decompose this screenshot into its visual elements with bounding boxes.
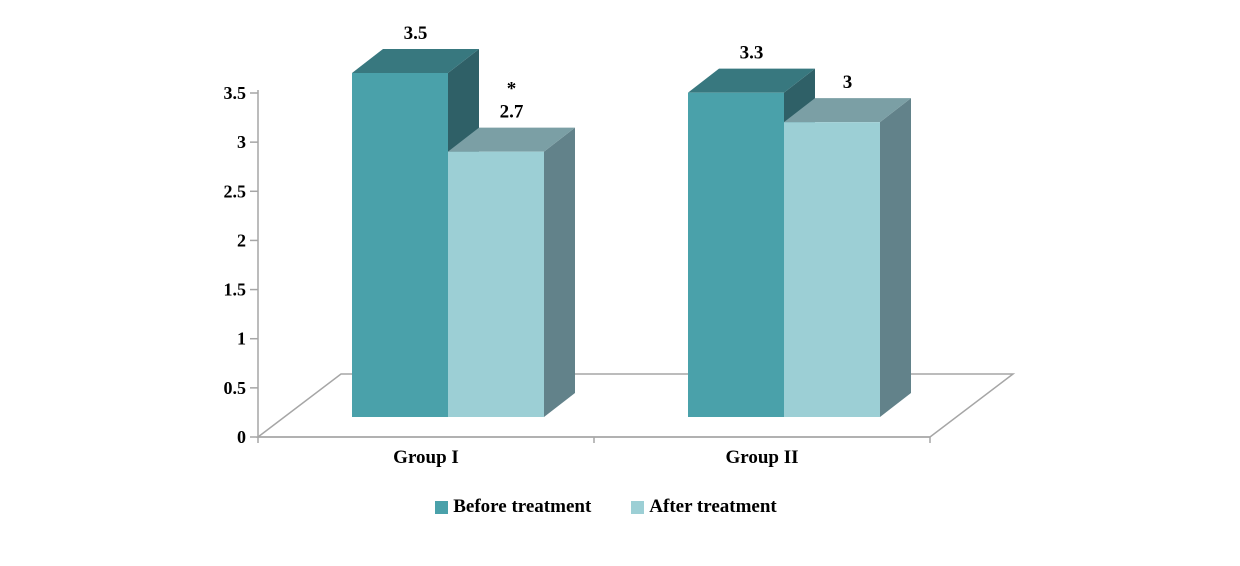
bar-after-cat1-side bbox=[880, 98, 911, 418]
legend-label-after: After treatment bbox=[649, 496, 777, 517]
legend: Before treatment After treatment bbox=[0, 496, 1226, 518]
y-tick-label: 0.5 bbox=[224, 378, 247, 398]
category-label: Group I bbox=[393, 447, 459, 468]
y-tick-label: 3.5 bbox=[224, 83, 247, 103]
y-tick-label: 3 bbox=[237, 132, 246, 152]
y-tick-label: 1 bbox=[237, 329, 246, 349]
bar-before-cat1-front bbox=[688, 92, 784, 418]
bar-after-cat1-top bbox=[784, 98, 911, 123]
data-label: 2.7 bbox=[500, 102, 524, 123]
y-tick-label: 1.5 bbox=[224, 280, 247, 300]
bar-after-cat0-front bbox=[448, 151, 544, 417]
bar-after-cat1-front bbox=[784, 122, 880, 418]
y-tick-label: 0 bbox=[237, 427, 246, 447]
legend-label-before: Before treatment bbox=[453, 496, 592, 517]
annotation-asterisk: * bbox=[507, 79, 517, 100]
category-label: Group II bbox=[725, 447, 798, 468]
y-tick-label: 2.5 bbox=[224, 181, 247, 201]
legend-swatch-after-icon bbox=[631, 500, 645, 514]
legend-item-after-treatment: After treatment bbox=[631, 496, 777, 518]
bar-before-cat0-top bbox=[352, 49, 479, 73]
legend-swatch-before-icon bbox=[435, 500, 449, 514]
data-label: 3.3 bbox=[740, 43, 764, 64]
data-label: 3 bbox=[843, 72, 853, 93]
bar-before-cat0-front bbox=[352, 73, 448, 417]
bar-after-cat0-side bbox=[544, 127, 575, 417]
legend-item-before-treatment: Before treatment bbox=[435, 496, 591, 518]
data-label: 3.5 bbox=[404, 23, 428, 44]
bar-before-cat1-top bbox=[688, 68, 815, 93]
y-tick-label: 2 bbox=[237, 230, 246, 250]
bar-after-cat0-top bbox=[448, 127, 575, 152]
